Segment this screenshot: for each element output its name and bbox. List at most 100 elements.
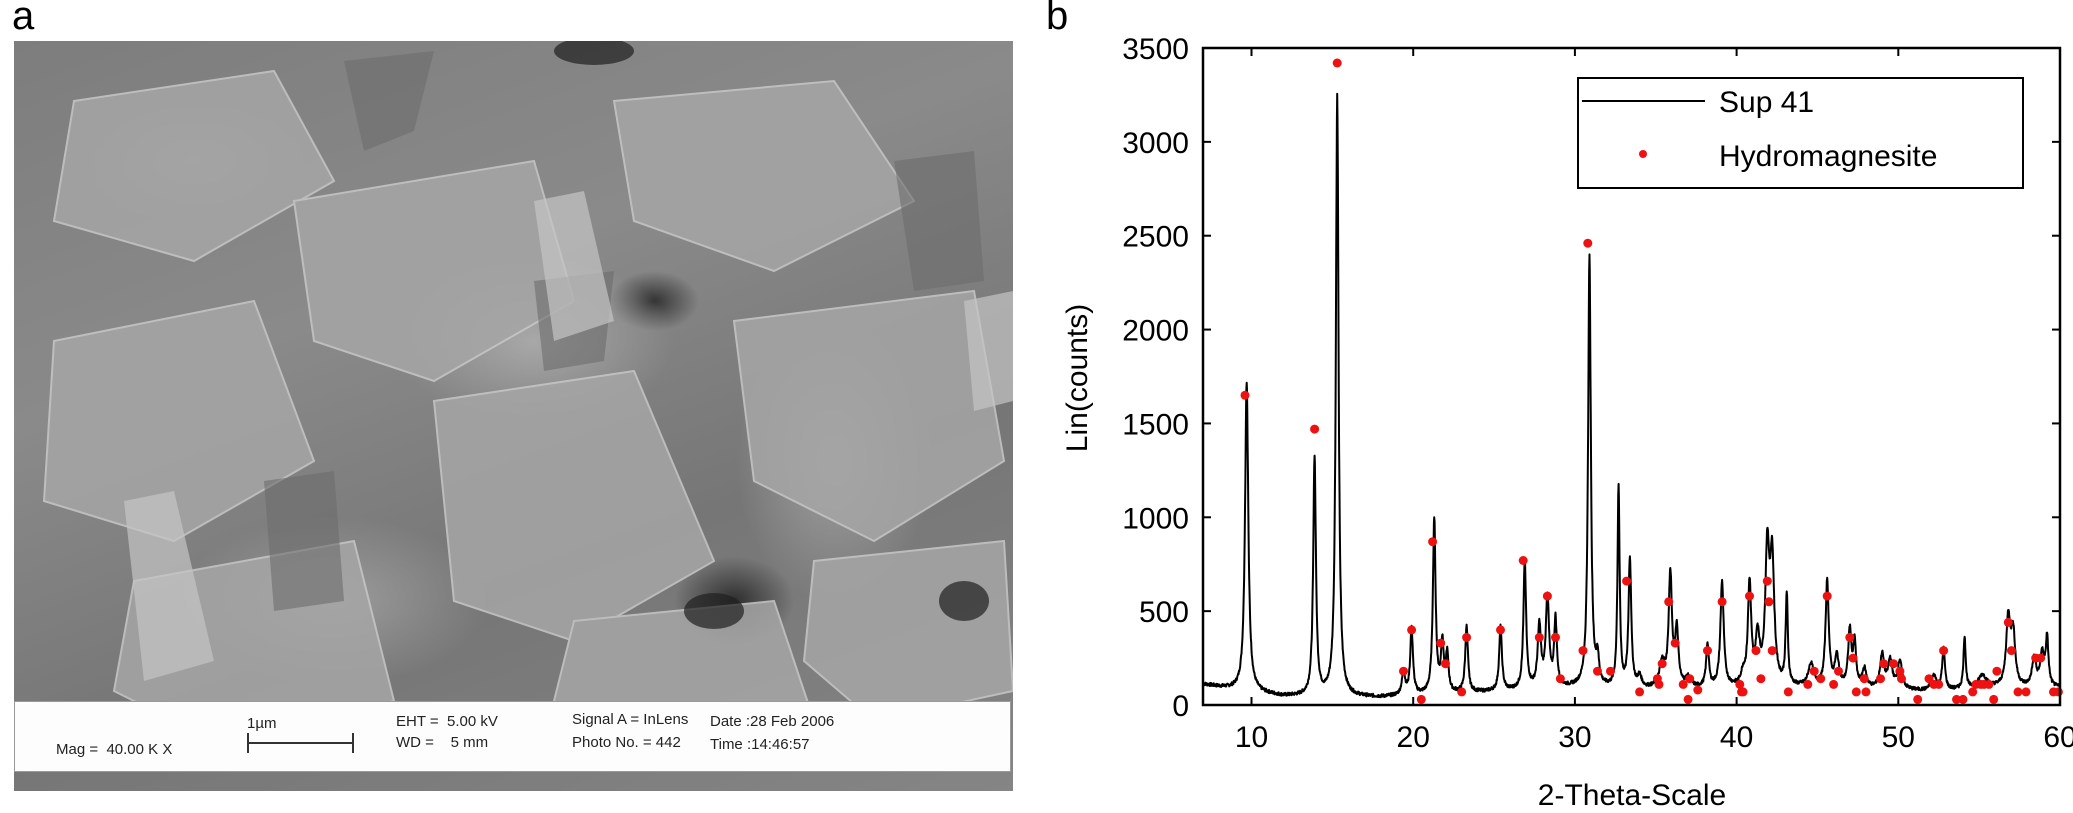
hydromagnesite-marker [1703, 646, 1712, 656]
hydromagnesite-marker [1756, 674, 1766, 684]
hydromagnesite-marker [1816, 674, 1826, 684]
hydromagnesite-marker [1958, 694, 1968, 704]
y-tick-label: 500 [1139, 596, 1189, 629]
hydromagnesite-marker [1834, 666, 1843, 676]
hydromagnesite-marker [1751, 646, 1761, 656]
hydromagnesite-marker [1738, 687, 1748, 697]
hydromagnesite-marker [1462, 632, 1472, 642]
hydromagnesite-marker [1762, 576, 1772, 586]
hydromagnesite-marker [1767, 646, 1777, 656]
sem-magnification: Mag = 40.00 K X [56, 741, 173, 758]
hydromagnesite-marker [1879, 659, 1889, 669]
hydromagnesite-marker [2003, 617, 2013, 627]
x-tick-label: 30 [1558, 721, 1591, 754]
hydromagnesite-marker [1889, 659, 1898, 669]
plot-frame [1201, 46, 2062, 707]
hydromagnesite-marker [1934, 679, 1944, 689]
x-tick-label: 40 [1720, 721, 1753, 754]
panel-label-a: a [12, 0, 35, 38]
sem-texture [42, 41, 1013, 743]
hydromagnesite-marker [1848, 653, 1858, 663]
hydromagnesite-marker [1764, 597, 1774, 607]
x-tick-label: 20 [1397, 721, 1430, 754]
x-tick-label: 60 [2043, 721, 2073, 754]
hydromagnesite-marker [1851, 687, 1861, 697]
hydromagnesite-marker [1583, 238, 1593, 248]
hydromagnesite-marker [1735, 679, 1745, 689]
hydromagnesite-marker [2036, 653, 2046, 663]
x-tick-label: 50 [1882, 721, 1915, 754]
hydromagnesite-marker [1717, 597, 1727, 607]
hydromagnesite-marker [1593, 666, 1602, 676]
y-tick-label: 0 [1172, 690, 1189, 723]
hydromagnesite-marker [1436, 638, 1446, 648]
legend-label-hydromagnesite: Hydromagnesite [1719, 140, 1937, 173]
hydromagnesite-marker [1859, 674, 1869, 684]
sem-eht: EHT = 5.00 kV [396, 713, 498, 730]
panel-label-b: b [1046, 0, 1069, 38]
x-axis-title: 2-Theta-Scale [1538, 779, 1726, 812]
sem-working-distance: WD = 5 mm [396, 734, 489, 751]
hydromagnesite-marker [1428, 537, 1438, 547]
hydromagnesite-marker [1809, 666, 1819, 676]
hydromagnesite-marker [1968, 687, 1978, 697]
hydromagnesite-marker [1416, 694, 1426, 704]
hydromagnesite-marker [1441, 659, 1450, 669]
hydromagnesite-marker [1845, 632, 1855, 642]
hydromagnesite-marker [1992, 666, 2002, 676]
y-tick-label: 2500 [1122, 221, 1189, 254]
hydromagnesite-marker [2053, 687, 2063, 697]
hydromagnesite-marker [1939, 646, 1949, 656]
scale-bar [247, 733, 354, 753]
hydromagnesite-marker [1952, 694, 1961, 704]
hydromagnesite-marker [1783, 687, 1793, 697]
hydromagnesite-marker [1861, 687, 1871, 697]
legend: Sup 41 Hydromagnesite [1577, 77, 2024, 189]
hydromagnesite-marker [1622, 576, 1632, 586]
hydromagnesite-marker [1534, 632, 1544, 642]
hydromagnesite-marker [1542, 591, 1552, 601]
hydromagnesite-marker [1829, 679, 1839, 689]
sem-date: Date :28 Feb 2006 [710, 713, 835, 730]
hydromagnesite-marker [1664, 597, 1674, 607]
hydromagnesite-marker [1683, 694, 1693, 704]
hydromagnesite-marker [1240, 390, 1250, 400]
hydromagnesite-marker [1555, 674, 1565, 684]
hydromagnesite-marker [1407, 625, 1417, 635]
sup41-line [1202, 92, 2061, 699]
hydromagnesite-markers [1240, 58, 2063, 704]
y-tick-label: 2000 [1122, 315, 1189, 348]
hydromagnesite-marker [1745, 591, 1754, 601]
y-tick-label: 3000 [1122, 127, 1189, 160]
hydromagnesite-marker [1685, 674, 1695, 684]
hydromagnesite-marker [1822, 591, 1832, 601]
hydromagnesite-marker [1657, 659, 1667, 669]
hydromagnesite-marker [1876, 674, 1885, 684]
hydromagnesite-marker [1635, 687, 1645, 697]
hydromagnesite-marker [1984, 679, 1994, 689]
y-tick-label: 1000 [1122, 502, 1189, 535]
x-tick-label: 10 [1235, 721, 1268, 754]
hydromagnesite-marker [1457, 687, 1467, 697]
y-axis-ticks: 0 500 1000 1500 2000 2500 3000 3500 [1122, 33, 2060, 723]
hydromagnesite-marker [2007, 646, 2016, 656]
sem-info-bar [14, 701, 1011, 772]
sem-signal: Signal A = InLens [572, 711, 689, 728]
legend-dot-icon [1639, 150, 1647, 158]
hydromagnesite-marker [2021, 687, 2031, 697]
hydromagnesite-marker [1693, 685, 1703, 695]
legend-label-sup41: Sup 41 [1719, 86, 1814, 119]
hydromagnesite-marker [1897, 674, 1906, 684]
hydromagnesite-marker [1654, 679, 1664, 689]
hydromagnesite-marker [1670, 638, 1680, 648]
hydromagnesite-marker [1332, 58, 1342, 68]
hydromagnesite-marker [1399, 666, 1408, 676]
hydromagnesite-marker [1578, 646, 1588, 656]
hydromagnesite-marker [1310, 424, 1320, 434]
y-tick-label: 3500 [1122, 33, 1189, 66]
sem-photo-number: Photo No. = 442 [572, 734, 681, 751]
hydromagnesite-marker [1518, 556, 1528, 565]
hydromagnesite-marker [1496, 625, 1505, 635]
sem-time: Time :14:46:57 [710, 736, 810, 753]
